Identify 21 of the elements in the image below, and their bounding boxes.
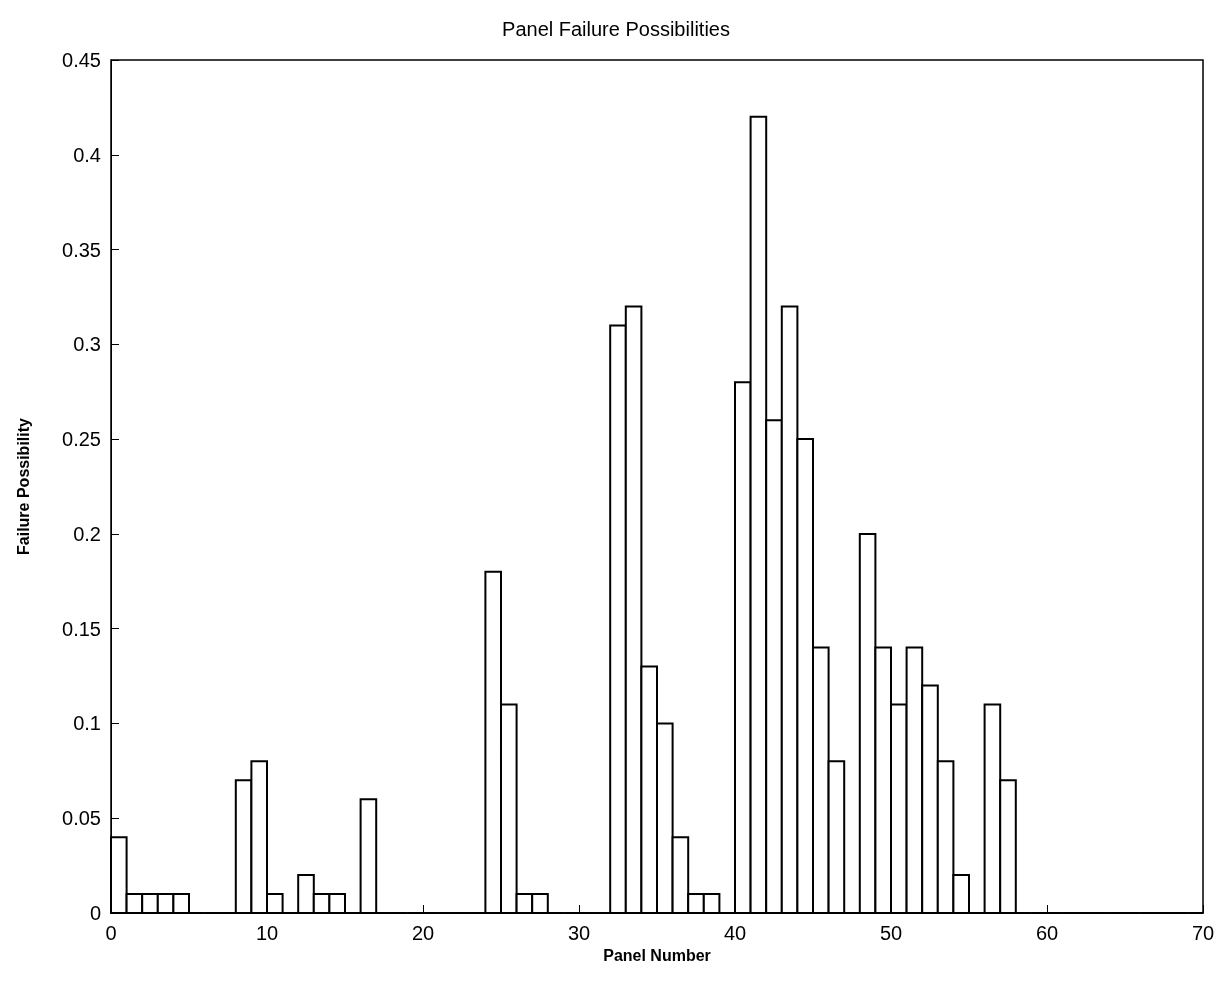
x-tick-label: 40 — [723, 922, 747, 944]
y-tick-label: 0.05 — [62, 807, 101, 830]
y-tick-label: 0.4 — [73, 143, 101, 166]
y-tick-label: 0.35 — [62, 238, 101, 261]
y-tick-label: 0.25 — [62, 428, 101, 451]
x-tick-label: 30 — [567, 922, 591, 944]
x-tick-label: 60 — [1035, 922, 1059, 944]
x-tick-label: 0 — [105, 922, 117, 944]
y-tick-label: 0.2 — [73, 522, 101, 545]
y-tick-label: 0.15 — [62, 617, 101, 640]
x-tick-label: 10 — [255, 922, 279, 944]
y-tick-label: 0.3 — [73, 333, 101, 356]
y-tick-label: 0.45 — [62, 49, 101, 71]
y-tick-label: 0 — [89, 902, 101, 924]
y-axis-title: Failure Possibility — [14, 417, 32, 555]
x-tick-label: 20 — [411, 922, 435, 944]
y-tick-label: 0.1 — [73, 712, 101, 735]
x-tick-label: 70 — [1191, 922, 1215, 944]
chart-title: Panel Failure Possibilities — [502, 18, 730, 40]
x-tick-label: 50 — [879, 922, 903, 944]
x-axis-title: Panel Number — [603, 947, 711, 965]
